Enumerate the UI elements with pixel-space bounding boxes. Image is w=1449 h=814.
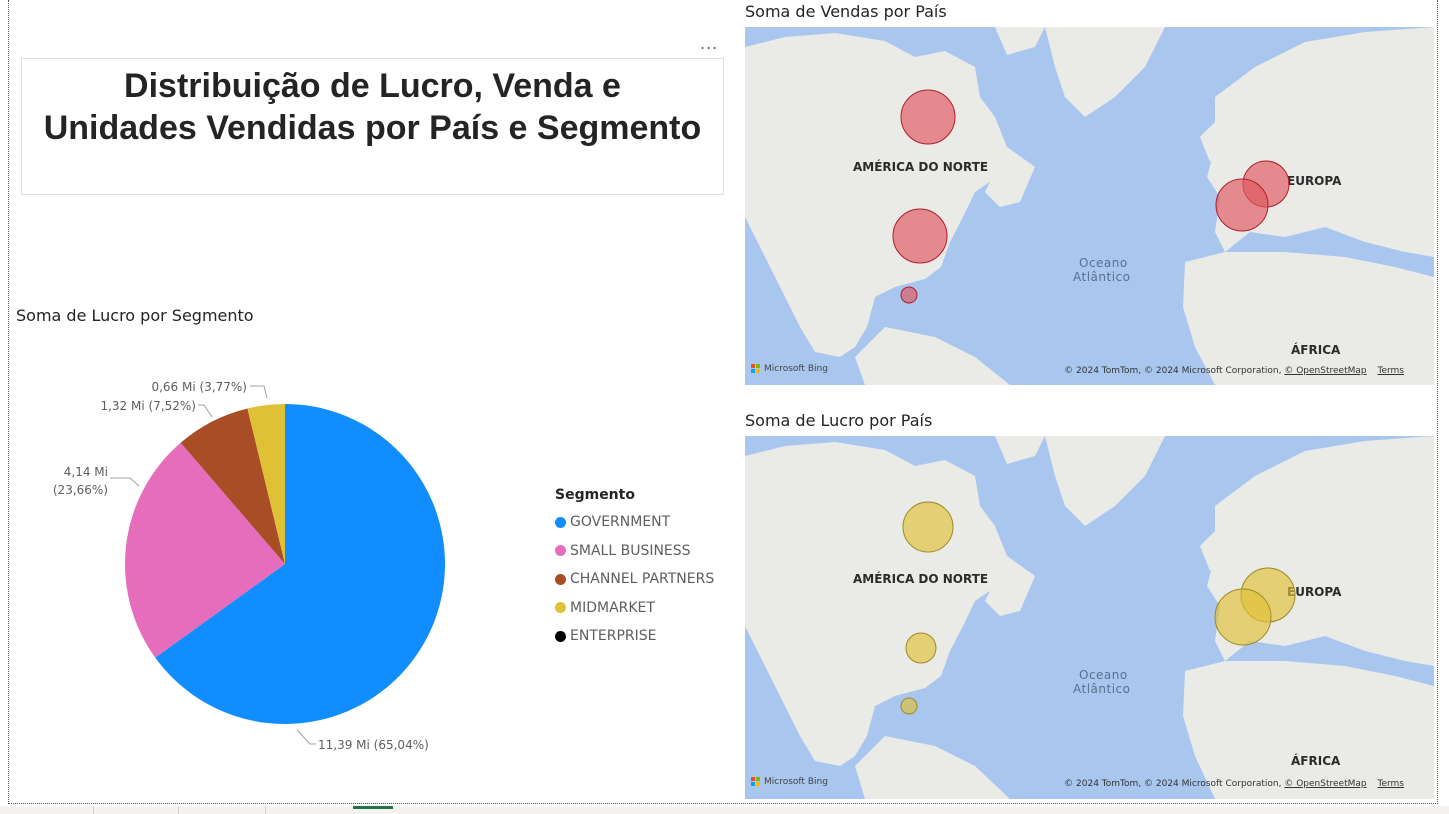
leader-line-channel-partners bbox=[198, 404, 213, 418]
map-land bbox=[745, 27, 1434, 385]
legend-dot-icon bbox=[555, 573, 566, 585]
label-ocean-1: Oceano bbox=[1079, 256, 1128, 270]
report-title: Distribuição de Lucro, Venda e Unidades … bbox=[22, 59, 723, 149]
bubble-france[interactable] bbox=[1215, 178, 1269, 232]
openstreetmap-link[interactable]: © OpenStreetMap bbox=[1284, 366, 1367, 376]
legend-item-small-business[interactable]: SMALL BUSINESS bbox=[555, 537, 714, 566]
microsoft-logo-icon bbox=[751, 364, 761, 374]
label-ocean-2: Atlântico bbox=[1073, 682, 1130, 696]
legend-label: CHANNEL PARTNERS bbox=[570, 571, 715, 588]
bubble-mexico[interactable] bbox=[900, 286, 918, 304]
legend-label: MIDMARKET bbox=[570, 599, 655, 616]
legend-item-channel-partners[interactable]: CHANNEL PARTNERS bbox=[555, 565, 714, 594]
label-africa: ÁFRICA bbox=[1291, 342, 1341, 357]
legend-dot-icon bbox=[555, 602, 566, 614]
page-tab[interactable] bbox=[0, 806, 94, 814]
legend-item-government[interactable]: GOVERNMENT bbox=[555, 508, 714, 537]
terms-link[interactable]: Terms bbox=[1377, 366, 1404, 376]
map-attribution: © 2024 TomTom, © 2024 Microsoft Corporat… bbox=[1064, 366, 1404, 376]
page-tabs-bar bbox=[0, 806, 1449, 814]
profit-map-title: Soma de Lucro por País bbox=[745, 411, 933, 430]
legend-dot-icon bbox=[555, 516, 566, 528]
legend-item-midmarket[interactable]: MIDMARKET bbox=[555, 594, 714, 623]
map-land bbox=[745, 436, 1434, 799]
pie-slice-channel-partners[interactable] bbox=[180, 408, 285, 564]
leader-line-small-business bbox=[110, 477, 140, 487]
legend-dot-icon bbox=[555, 545, 566, 557]
bing-logo: Microsoft Bing bbox=[751, 777, 828, 787]
label-europe: EUROPA bbox=[1287, 174, 1342, 188]
bubble-mexico[interactable] bbox=[900, 697, 918, 715]
bubble-canada[interactable] bbox=[902, 501, 954, 553]
sales-map-svg: AMÉRICA DO NORTE EUROPA ÁFRICA Oceano At… bbox=[745, 27, 1434, 385]
legend-label: GOVERNMENT bbox=[570, 514, 671, 531]
pie-chart-svg: 11,39 Mi (65,04%) 4,14 Mi (23,66%) 1,32 … bbox=[53, 380, 445, 752]
legend-dot-icon bbox=[555, 630, 566, 642]
label-ocean-1: Oceano bbox=[1079, 668, 1128, 682]
legend-label: SMALL BUSINESS bbox=[570, 542, 691, 559]
openstreetmap-link[interactable]: © OpenStreetMap bbox=[1284, 779, 1367, 789]
pie-chart-title: Soma de Lucro por Segmento bbox=[16, 306, 254, 325]
pie-slice-government[interactable] bbox=[155, 404, 445, 724]
more-options-button[interactable]: ... bbox=[700, 34, 719, 53]
bing-logo: Microsoft Bing bbox=[751, 364, 828, 374]
legend-label: ENTERPRISE bbox=[570, 628, 657, 645]
bubble-france[interactable] bbox=[1214, 588, 1272, 646]
pie-chart: 11,39 Mi (65,04%) 4,14 Mi (23,66%) 1,32 … bbox=[14, 340, 734, 800]
report-title-line-2: Unidades Vendidas por País e Segmento bbox=[43, 109, 702, 147]
pie-legend: Segmento GOVERNMENT SMALL BUSINESS CHANN… bbox=[555, 487, 714, 651]
sales-map-title: Soma de Vendas por País bbox=[745, 2, 947, 21]
bubble-canada[interactable] bbox=[900, 89, 956, 145]
legend-title: Segmento bbox=[555, 487, 635, 503]
terms-link[interactable]: Terms bbox=[1377, 779, 1404, 789]
leader-line-government bbox=[296, 729, 316, 745]
label-ocean-2: Atlântico bbox=[1073, 270, 1130, 284]
profit-map[interactable]: AMÉRICA DO NORTE EUROPA ÁFRICA Oceano At… bbox=[745, 436, 1434, 799]
profit-map-svg: AMÉRICA DO NORTE EUROPA ÁFRICA Oceano At… bbox=[745, 436, 1434, 799]
report-title-line-1: Distribuição de Lucro, Venda e bbox=[124, 67, 621, 105]
title-card: Distribuição de Lucro, Venda e Unidades … bbox=[21, 58, 724, 195]
pie-slice-midmarket[interactable] bbox=[247, 404, 285, 564]
bubble-united-states[interactable] bbox=[892, 208, 948, 264]
data-label-channel-partners: 1,32 Mi (7,52%) bbox=[100, 399, 196, 413]
leader-line-midmarket bbox=[250, 385, 268, 399]
page-tab[interactable] bbox=[178, 806, 266, 814]
label-north-america: AMÉRICA DO NORTE bbox=[853, 159, 988, 174]
microsoft-logo-icon bbox=[751, 777, 761, 787]
data-label-small-business-value: 4,14 Mi bbox=[64, 465, 108, 479]
label-europe: EUROPA bbox=[1287, 585, 1342, 599]
label-africa: ÁFRICA bbox=[1291, 753, 1341, 768]
active-page-indicator bbox=[353, 806, 393, 809]
bubble-united-states[interactable] bbox=[905, 632, 937, 664]
data-label-government: 11,39 Mi (65,04%) bbox=[318, 738, 429, 752]
sales-map[interactable]: AMÉRICA DO NORTE EUROPA ÁFRICA Oceano At… bbox=[745, 27, 1434, 385]
legend-item-enterprise[interactable]: ENTERPRISE bbox=[555, 622, 714, 651]
label-north-america: AMÉRICA DO NORTE bbox=[853, 571, 988, 586]
map-attribution: © 2024 TomTom, © 2024 Microsoft Corporat… bbox=[1064, 779, 1404, 789]
data-label-midmarket: 0,66 Mi (3,77%) bbox=[151, 380, 247, 394]
report-canvas bbox=[8, 0, 1438, 804]
page-tab[interactable] bbox=[93, 806, 179, 814]
data-label-small-business-percent: (23,66%) bbox=[53, 483, 108, 497]
pie-slice-small-business[interactable] bbox=[125, 442, 285, 658]
